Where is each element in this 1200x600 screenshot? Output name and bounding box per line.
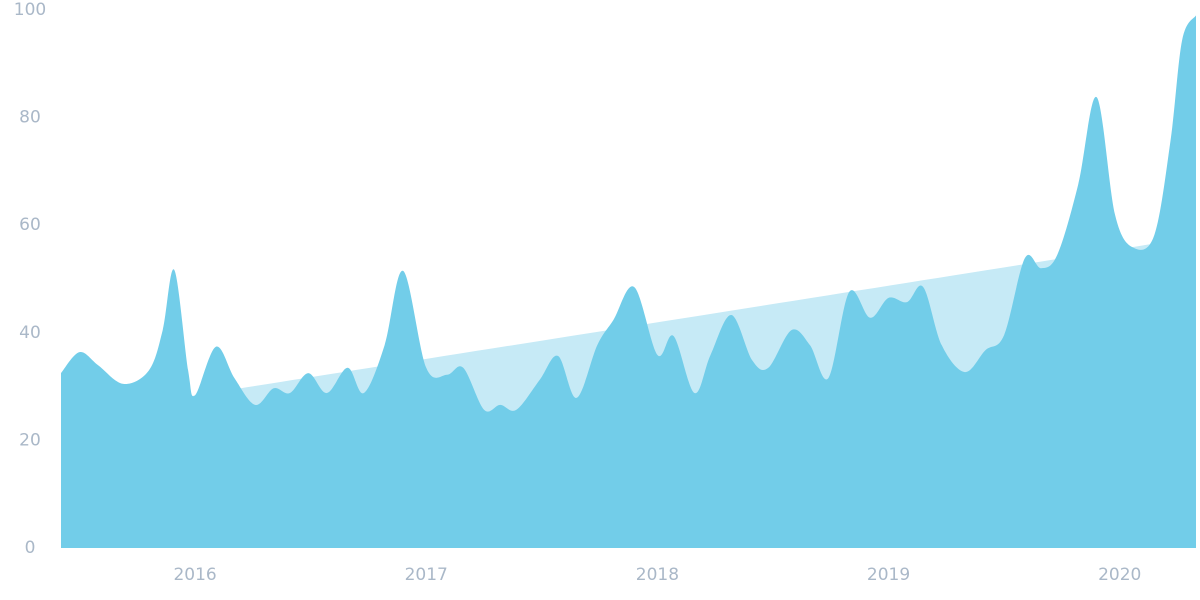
y-tick-label: 60 [19,215,41,235]
y-tick-label: 0 [25,538,36,558]
y-tick-label: 20 [19,430,41,450]
area [61,15,1196,548]
y-tick-label: 80 [19,108,41,128]
x-tick-label: 2017 [405,565,448,585]
y-tick-label: 100 [14,0,46,20]
x-tick-label: 2020 [1098,565,1141,585]
x-tick-label: 2019 [867,565,910,585]
x-tick-label: 2016 [173,565,216,585]
y-tick-label: 40 [19,323,41,343]
x-tick-label: 2018 [636,565,679,585]
